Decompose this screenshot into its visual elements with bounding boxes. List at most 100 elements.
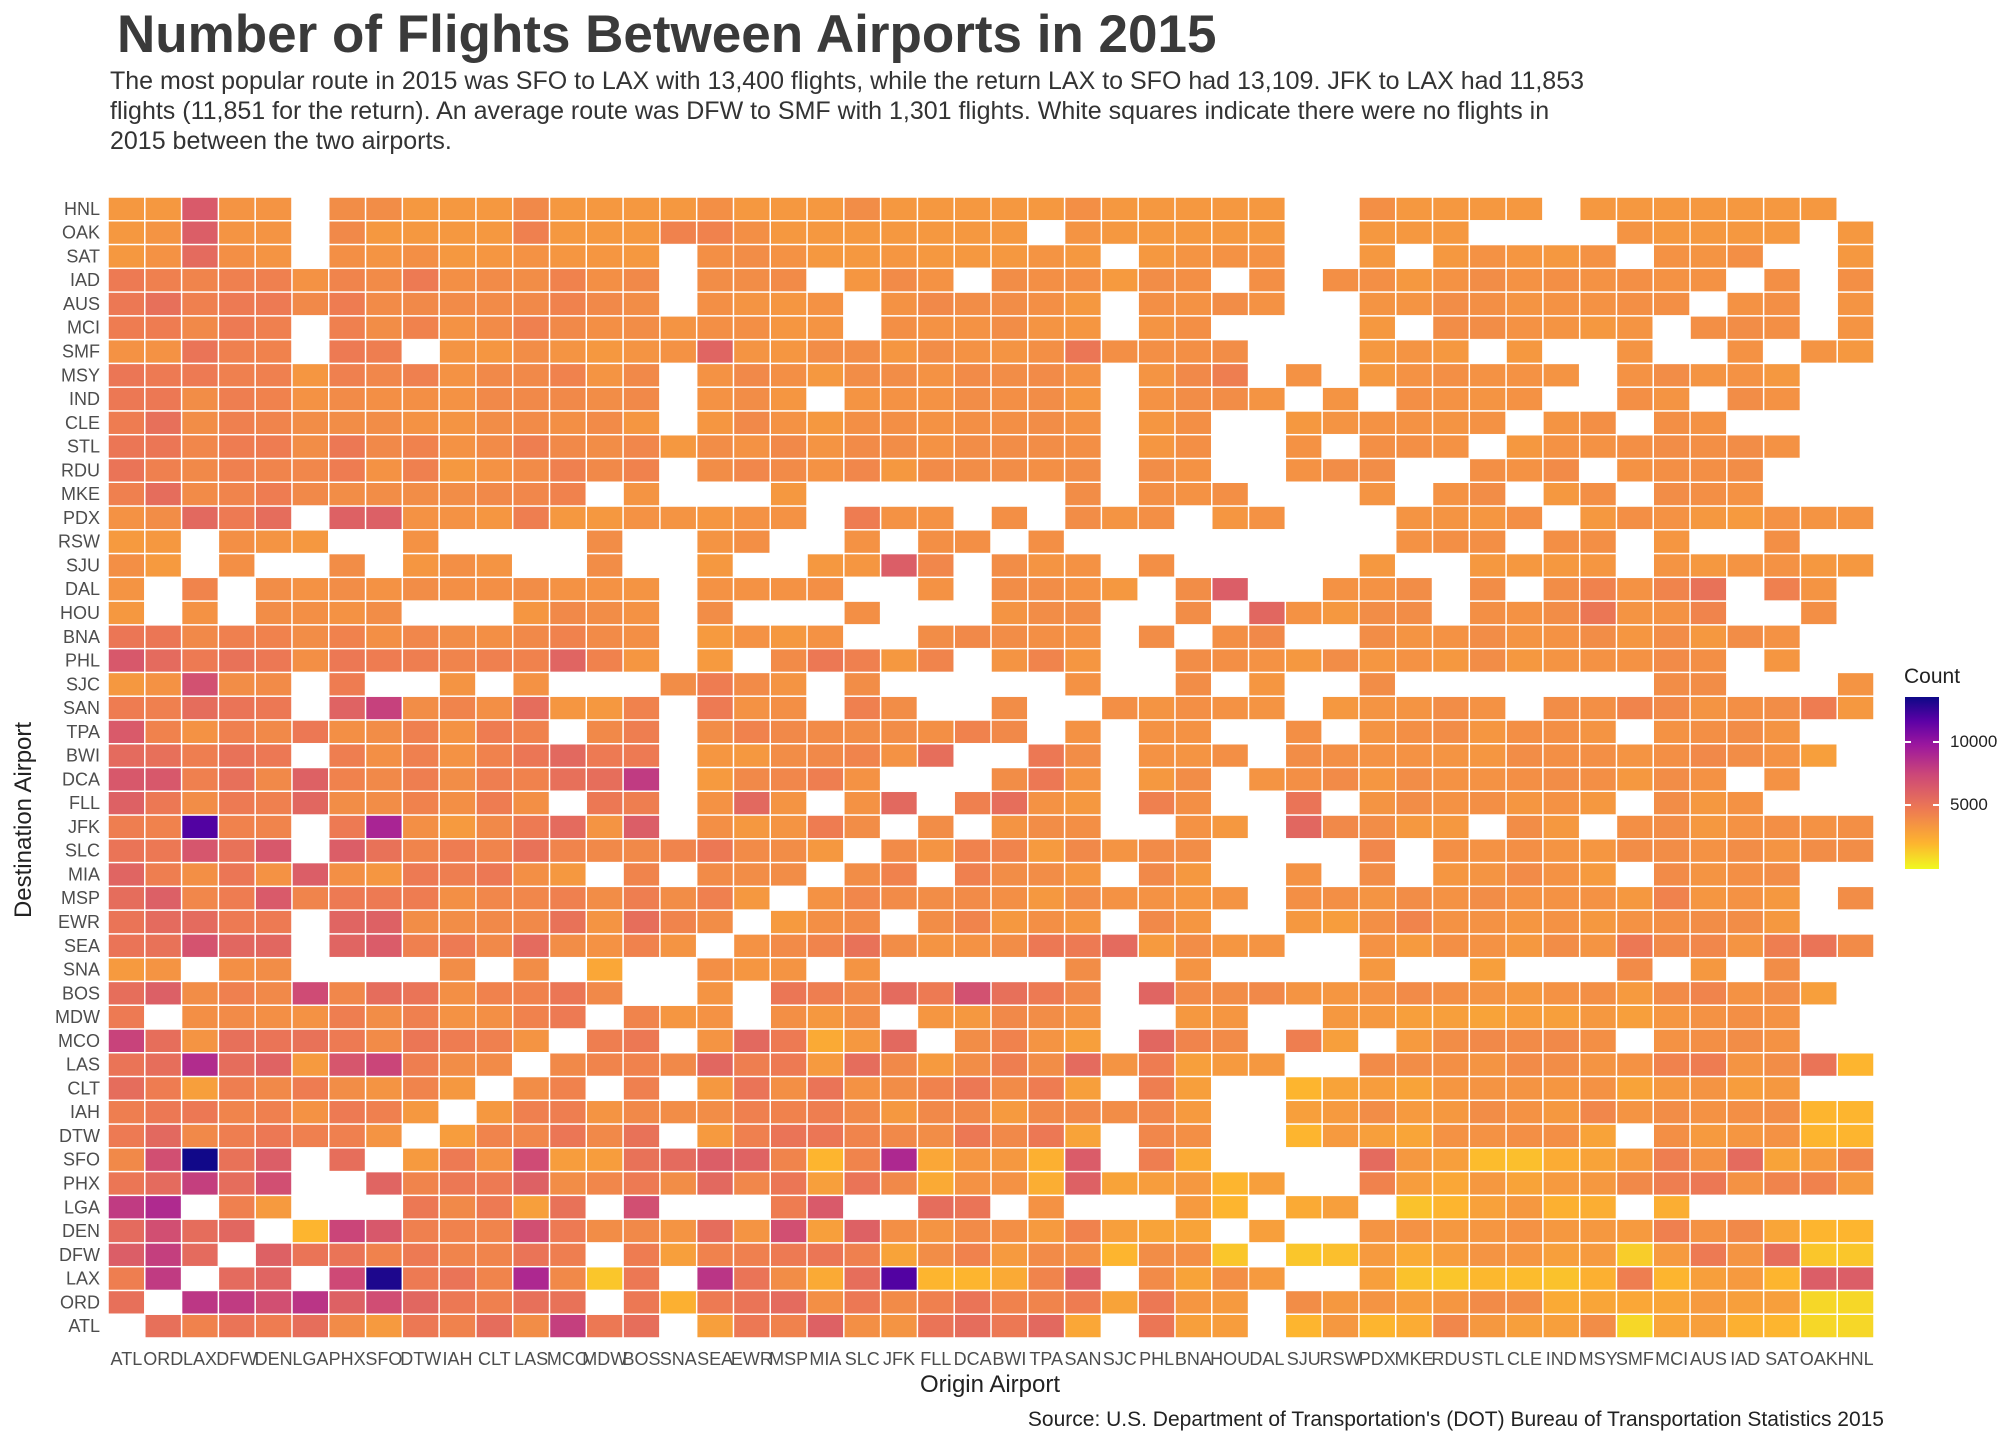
heatmap-cell-MKE-to-CLE (1396, 411, 1432, 434)
heatmap-cell-DEN-to-AUS (255, 292, 292, 316)
heatmap-cell-FLL-to-BNA (918, 625, 954, 648)
heatmap-cell-RDU-to-DCA (1433, 768, 1469, 791)
heatmap-cell-MSP-to-LAS (771, 1053, 807, 1076)
heatmap-cell-STL-to-RSW (1470, 530, 1506, 553)
heatmap-cell-DEN-to-HOU (255, 601, 292, 625)
heatmap-cell-SAT-to-DAL (1764, 578, 1800, 601)
heatmap-cell-SAN-to-DFW (1065, 1243, 1101, 1266)
heatmap-cell-BOS-to-PDX (623, 506, 660, 530)
heatmap-cell-PHX-to-RDU (329, 459, 365, 482)
heatmap-cell-CLT-to-CLE (476, 411, 512, 434)
heatmap-cell-SMF-to-DFW (1617, 1243, 1653, 1266)
heatmap-cell-PHL-to-DCA (1138, 768, 1175, 791)
heatmap-cell-SJC-to-HNL (1102, 197, 1138, 221)
heatmap-cell-LAS-to-HOU (513, 601, 549, 625)
x-tick-label: DAL (1249, 1349, 1284, 1369)
heatmap-cell-DEN-to-CLE (255, 411, 292, 434)
heatmap-cell-ATL-to-SEA (108, 934, 145, 957)
heatmap-cell-DFW-to-SAN (219, 696, 255, 720)
heatmap-cell-DCA-to-PHX (954, 1172, 991, 1195)
heatmap-cell-PHL-to-EWR (1138, 910, 1175, 934)
heatmap-cell-DTW-to-MCI (403, 316, 439, 339)
heatmap-cell-PDX-to-SAN (1359, 696, 1395, 720)
heatmap-cell-HOU-to-MDW (1212, 1005, 1248, 1029)
heatmap-cell-DFW-to-DEN (219, 1219, 255, 1243)
heatmap-cell-SNA-to-SFO (660, 1148, 696, 1171)
heatmap-cell-DCA-to-MSP (954, 887, 991, 910)
heatmap-cell-IAD-to-BNA (1727, 625, 1763, 648)
heatmap-cell-BOS-to-PHX (623, 1172, 660, 1195)
heatmap-cell-DFW-to-AUS (219, 292, 255, 316)
heatmap-cell-OAK-to-SEA (1801, 934, 1837, 957)
heatmap-cell-EWR-to-RDU (734, 459, 770, 482)
heatmap-cell-MKE-to-DEN (1396, 1219, 1432, 1243)
y-tick-label: CLE (65, 413, 100, 433)
heatmap-cell-DEN-to-TPA (255, 720, 292, 743)
heatmap-cell-PDX-to-BOS (1359, 982, 1395, 1005)
heatmap-cell-MSY-to-MCI (1580, 316, 1616, 339)
heatmap-cell-LAX-to-MCI (182, 316, 218, 339)
heatmap-cell-BWI-to-IND (991, 387, 1028, 411)
heatmap-cell-CLT-to-DEN (476, 1219, 512, 1243)
heatmap-cell-DTW-to-HNL (403, 197, 439, 221)
y-tick-label: MCO (58, 1031, 100, 1051)
heatmap-cell-MSP-to-MDW (771, 1005, 807, 1029)
heatmap-cell-TPA-to-MIA (1028, 863, 1064, 886)
heatmap-cell-BOS-to-MSP (623, 887, 660, 910)
heatmap-cell-HNL-to-AUS (1837, 292, 1874, 316)
heatmap-cell-PHL-to-SFO (1138, 1148, 1175, 1171)
heatmap-cell-SFO-to-CLT (366, 1077, 402, 1100)
heatmap-cell-SAT-to-RSW (1764, 530, 1800, 553)
y-tick-label: EWR (58, 912, 100, 932)
x-tick-label: HOU (1210, 1349, 1250, 1369)
heatmap-cell-IAH-to-PDX (439, 506, 476, 530)
heatmap-cell-BOS-to-ORD (623, 1291, 660, 1314)
heatmap-cell-HOU-to-SEA (1212, 934, 1248, 957)
heatmap-cell-SFO-to-LAX (366, 1267, 402, 1290)
heatmap-cell-BOS-to-SAN (623, 696, 660, 720)
heatmap-cell-MIA-to-CLT (807, 1077, 844, 1100)
heatmap-cell-IAD-to-DEN (1727, 1219, 1763, 1243)
heatmap-cell-ORD-to-MKE (145, 483, 181, 506)
heatmap-cell-RDU-to-IAH (1433, 1101, 1469, 1124)
heatmap-cell-SMF-to-PDX (1617, 506, 1653, 530)
heatmap-cell-BNA-to-MCO (1175, 1029, 1211, 1052)
heatmap-cell-ATL-to-PDX (108, 506, 145, 530)
heatmap-cell-MKE-to-IAD (1396, 269, 1432, 292)
heatmap-cell-DCA-to-LGA (954, 1196, 991, 1219)
heatmap-cell-SAN-to-SAT (1065, 245, 1101, 268)
heatmap-cell-SAN-to-EWR (1065, 910, 1101, 934)
heatmap-cell-OAK-to-JFK (1801, 815, 1837, 839)
heatmap-cell-ATL-to-SAN (108, 696, 145, 720)
heatmap-cell-EWR-to-MSP (734, 887, 770, 910)
heatmap-cell-MCO-to-MKE (550, 483, 586, 506)
heatmap-cell-PHL-to-MCO (1138, 1029, 1175, 1052)
heatmap-cell-HOU-to-PDX (1212, 506, 1248, 530)
heatmap-cell-SMF-to-SMF (1617, 340, 1653, 363)
heatmap-cell-SAT-to-SLC (1764, 839, 1800, 862)
heatmap-cell-IAH-to-AUS (439, 292, 476, 316)
y-tick-label: MCI (67, 318, 100, 338)
heatmap-cell-ATL-to-ORD (108, 1291, 145, 1314)
heatmap-cell-DAL-to-HNL (1249, 197, 1285, 221)
y-tick-label: AUS (63, 294, 100, 314)
heatmap-cell-SLC-to-MSP (844, 887, 880, 910)
heatmap-cell-DAL-to-LAS (1249, 1053, 1285, 1076)
heatmap-cell-MIA-to-DFW (807, 1243, 844, 1266)
heatmap-cell-SAT-to-MSY (1764, 364, 1800, 387)
heatmap-cell-AUS-to-SJC (1690, 673, 1727, 696)
heatmap-cell-MKE-to-PDX (1396, 506, 1432, 530)
heatmap-cell-MSY-to-HNL (1580, 197, 1616, 221)
x-tick-label: BWI (992, 1349, 1026, 1369)
heatmap-cell-CLE-to-MCI (1506, 316, 1543, 339)
heatmap-cell-HNL-to-SJC (1837, 673, 1874, 696)
heatmap-cell-ORD-to-BNA (145, 625, 181, 648)
heatmap-cell-SAT-to-MDW (1764, 1005, 1800, 1029)
heatmap-cell-ATL-to-SLC (108, 839, 145, 862)
heatmap-cell-RSW-to-IND (1322, 387, 1359, 411)
heatmap-cell-EWR-to-PDX (734, 506, 770, 530)
heatmap-cell-SNA-to-STL (660, 435, 696, 458)
heatmap-cell-AUS-to-SAT (1690, 245, 1727, 268)
heatmap-cell-SEA-to-DFW (697, 1243, 733, 1266)
heatmap-cell-RSW-to-CLE (1322, 411, 1359, 434)
